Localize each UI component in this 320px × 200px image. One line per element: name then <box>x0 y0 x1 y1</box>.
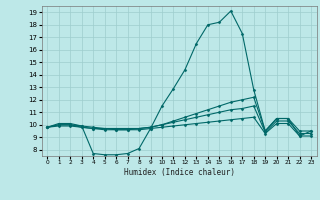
X-axis label: Humidex (Indice chaleur): Humidex (Indice chaleur) <box>124 168 235 177</box>
